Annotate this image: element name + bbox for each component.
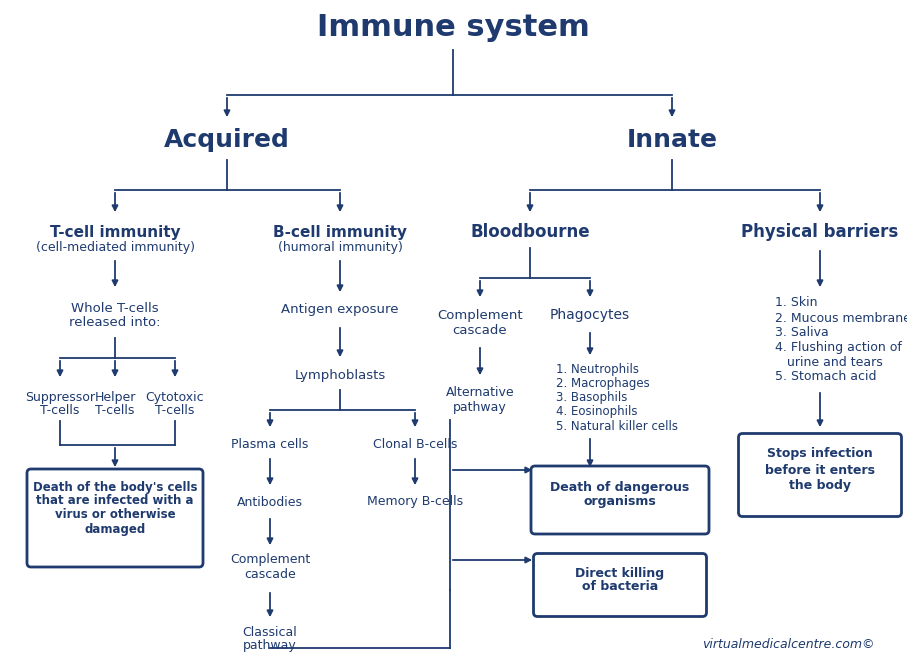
Text: (humoral immunity): (humoral immunity) — [278, 242, 403, 254]
Text: Alternative: Alternative — [445, 385, 514, 399]
Text: 4. Flushing action of: 4. Flushing action of — [775, 342, 902, 354]
Text: Death of dangerous: Death of dangerous — [551, 481, 689, 493]
Text: 1. Neutrophils: 1. Neutrophils — [556, 363, 639, 377]
Text: Antigen exposure: Antigen exposure — [281, 303, 399, 316]
Text: Complement: Complement — [437, 308, 522, 322]
Text: Whole T-cells: Whole T-cells — [71, 301, 159, 314]
Text: T-cells: T-cells — [95, 404, 134, 418]
Text: 5. Stomach acid: 5. Stomach acid — [775, 371, 876, 383]
Text: T-cells: T-cells — [155, 404, 195, 418]
Text: Plasma cells: Plasma cells — [231, 438, 308, 451]
Text: Direct killing: Direct killing — [575, 567, 665, 579]
Text: that are infected with a: that are infected with a — [36, 495, 194, 508]
Text: pathway: pathway — [454, 401, 507, 414]
Text: Clonal B-cells: Clonal B-cells — [373, 438, 457, 451]
Text: 3. Saliva: 3. Saliva — [775, 326, 829, 340]
Text: virtualmedicalcentre.com©: virtualmedicalcentre.com© — [703, 639, 875, 651]
Text: pathway: pathway — [243, 639, 297, 653]
Text: (cell-mediated immunity): (cell-mediated immunity) — [35, 242, 194, 254]
Text: Innate: Innate — [627, 128, 717, 152]
Text: Death of the body's cells: Death of the body's cells — [33, 481, 197, 493]
Text: Memory B-cells: Memory B-cells — [367, 495, 463, 508]
Text: T-cells: T-cells — [40, 404, 80, 418]
Text: Acquired: Acquired — [164, 128, 290, 152]
Text: released into:: released into: — [69, 316, 161, 330]
Text: Lymphoblasts: Lymphoblasts — [295, 369, 385, 381]
Text: the body: the body — [789, 479, 851, 493]
FancyBboxPatch shape — [738, 434, 902, 516]
Text: Cytotoxic: Cytotoxic — [146, 391, 204, 404]
Text: Immune system: Immune system — [317, 13, 590, 42]
Text: T-cell immunity: T-cell immunity — [50, 224, 180, 240]
Text: 3. Basophils: 3. Basophils — [556, 391, 628, 404]
Text: cascade: cascade — [244, 567, 296, 581]
Text: damaged: damaged — [84, 522, 146, 536]
Text: B-cell immunity: B-cell immunity — [273, 224, 407, 240]
Text: 4. Eosinophils: 4. Eosinophils — [556, 406, 638, 418]
Text: 2. Macrophages: 2. Macrophages — [556, 377, 649, 391]
Text: 2. Mucous membranes: 2. Mucous membranes — [775, 312, 907, 324]
Text: Physical barriers: Physical barriers — [741, 223, 899, 241]
Text: Antibodies: Antibodies — [237, 495, 303, 508]
Text: urine and tears: urine and tears — [775, 355, 883, 369]
Text: Stops infection: Stops infection — [767, 448, 873, 461]
Text: of bacteria: of bacteria — [582, 581, 658, 594]
Text: 5. Natural killer cells: 5. Natural killer cells — [556, 420, 678, 432]
Text: virus or otherwise: virus or otherwise — [54, 508, 175, 522]
Text: cascade: cascade — [453, 324, 507, 336]
Text: Classical: Classical — [243, 626, 297, 639]
FancyBboxPatch shape — [27, 469, 203, 567]
Text: before it enters: before it enters — [765, 463, 875, 477]
Text: Bloodbourne: Bloodbourne — [470, 223, 590, 241]
Text: Suppressor: Suppressor — [25, 391, 95, 404]
Text: organisms: organisms — [583, 495, 657, 508]
Text: 1. Skin: 1. Skin — [775, 297, 817, 310]
FancyBboxPatch shape — [533, 553, 707, 616]
FancyBboxPatch shape — [531, 466, 709, 534]
Text: Helper: Helper — [94, 391, 136, 404]
Text: Phagocytes: Phagocytes — [550, 308, 630, 322]
Text: Complement: Complement — [229, 553, 310, 567]
